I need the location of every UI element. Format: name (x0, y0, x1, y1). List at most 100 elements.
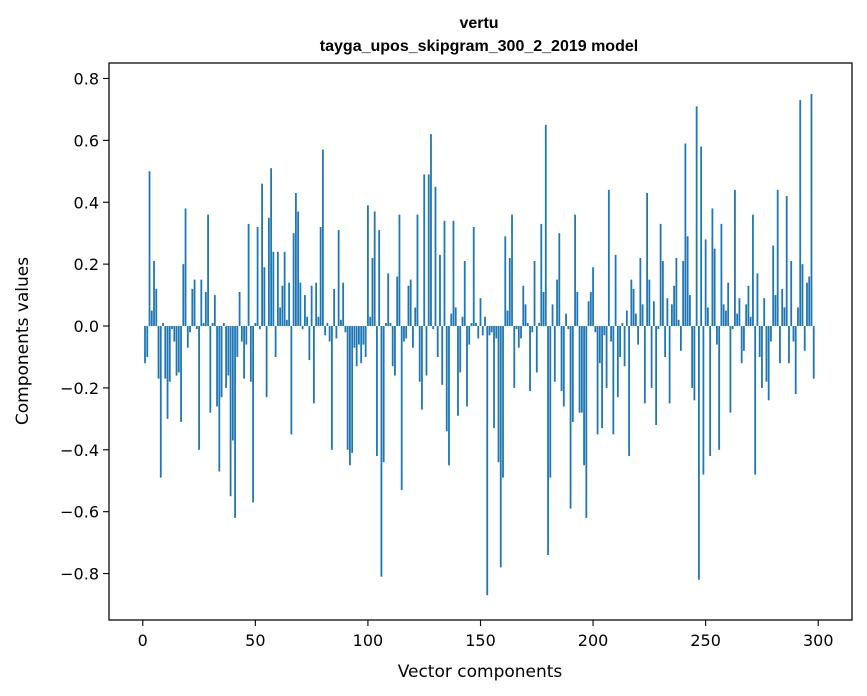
bar-179 (544, 124, 547, 327)
bar-195 (580, 326, 583, 413)
bar-273 (756, 273, 759, 327)
bar-210 (614, 254, 617, 327)
bar-215 (625, 310, 628, 327)
bar-200 (592, 267, 594, 327)
bar-250 (704, 239, 707, 327)
bar-115 (400, 326, 403, 491)
bar-231 (661, 261, 664, 327)
bar-41 (234, 326, 236, 518)
bar-284 (781, 288, 784, 327)
bar-98 (362, 326, 365, 345)
bar-89 (342, 282, 345, 327)
bar-123 (418, 326, 421, 382)
bar-63 (283, 251, 286, 327)
bar-46 (245, 326, 248, 345)
bar-226 (650, 326, 653, 388)
y-tick-label: −0.6 (60, 503, 99, 522)
bar-182 (551, 304, 554, 327)
bar-191 (571, 326, 574, 422)
bar-196 (583, 326, 585, 466)
bar-181 (549, 326, 552, 478)
bar-72 (303, 295, 306, 327)
bar-266 (740, 326, 743, 364)
bar-194 (578, 326, 581, 413)
bar-218 (632, 288, 635, 327)
bar-199 (589, 291, 592, 327)
bar-111 (391, 326, 394, 367)
bar-214 (623, 326, 626, 367)
bar-233 (666, 298, 669, 327)
y-tick-label: −0.8 (60, 565, 99, 584)
bar-186 (560, 326, 563, 392)
bar-95 (355, 326, 358, 367)
bar-197 (585, 326, 588, 518)
bar-276 (763, 298, 766, 327)
bar-190 (569, 326, 572, 509)
bar-278 (767, 326, 770, 401)
bar-297 (810, 93, 813, 327)
bar-102 (371, 257, 374, 327)
bar-147 (472, 227, 475, 327)
bar-135 (445, 326, 448, 432)
bar-105 (378, 230, 381, 327)
bar-87 (337, 230, 340, 327)
bar-32 (213, 295, 216, 327)
bar-217 (630, 279, 633, 327)
bar-50 (254, 322, 257, 327)
bar-71 (301, 326, 304, 330)
bar-76 (312, 326, 315, 404)
bar-56 (267, 217, 270, 327)
bar-143 (463, 261, 466, 327)
bar-114 (398, 214, 401, 327)
bar-249 (702, 326, 705, 475)
bar-156 (493, 326, 495, 429)
bar-39 (229, 326, 232, 497)
bar-11 (166, 326, 169, 419)
bar-113 (396, 276, 399, 327)
y-tick-label: 0.6 (74, 131, 99, 150)
bar-244 (691, 326, 694, 388)
bar-220 (637, 326, 640, 345)
bar-206 (605, 326, 608, 388)
bar-176 (538, 322, 540, 327)
bar-62 (281, 285, 284, 327)
bar-291 (797, 307, 799, 327)
bar-22 (191, 288, 194, 327)
bar-70 (299, 282, 302, 327)
bar-238 (677, 319, 680, 327)
bar-45 (243, 326, 245, 379)
bar-54 (263, 267, 266, 327)
bar-185 (558, 233, 561, 327)
bar-205 (603, 326, 606, 336)
bar-211 (616, 326, 619, 398)
bar-145 (468, 326, 471, 345)
bar-38 (227, 326, 230, 376)
bar-253 (711, 208, 714, 327)
bar-209 (612, 326, 615, 435)
x-tick-label: 50 (245, 631, 265, 650)
bar-270 (749, 316, 752, 327)
bar-277 (765, 326, 768, 382)
bar-207 (607, 189, 610, 327)
bar-116 (403, 326, 405, 342)
x-tick-label: 100 (353, 631, 384, 650)
bar-140 (457, 326, 459, 416)
bar-29 (207, 214, 209, 327)
bar-148 (475, 322, 477, 327)
y-tick-label: −0.2 (60, 379, 99, 398)
bar-187 (562, 326, 565, 407)
bar-189 (567, 326, 570, 330)
bar-94 (353, 326, 356, 348)
x-tick-label: 300 (803, 631, 834, 650)
bar-234 (668, 326, 671, 404)
bar-203 (598, 326, 601, 364)
bar-202 (596, 326, 599, 435)
bar-260 (727, 282, 730, 327)
bar-188 (565, 313, 567, 327)
bar-127 (427, 174, 430, 327)
bar-110 (389, 322, 392, 327)
bar-163 (508, 257, 511, 327)
bar-153 (486, 326, 489, 596)
bar-248 (700, 146, 703, 327)
bar-228 (655, 326, 658, 426)
